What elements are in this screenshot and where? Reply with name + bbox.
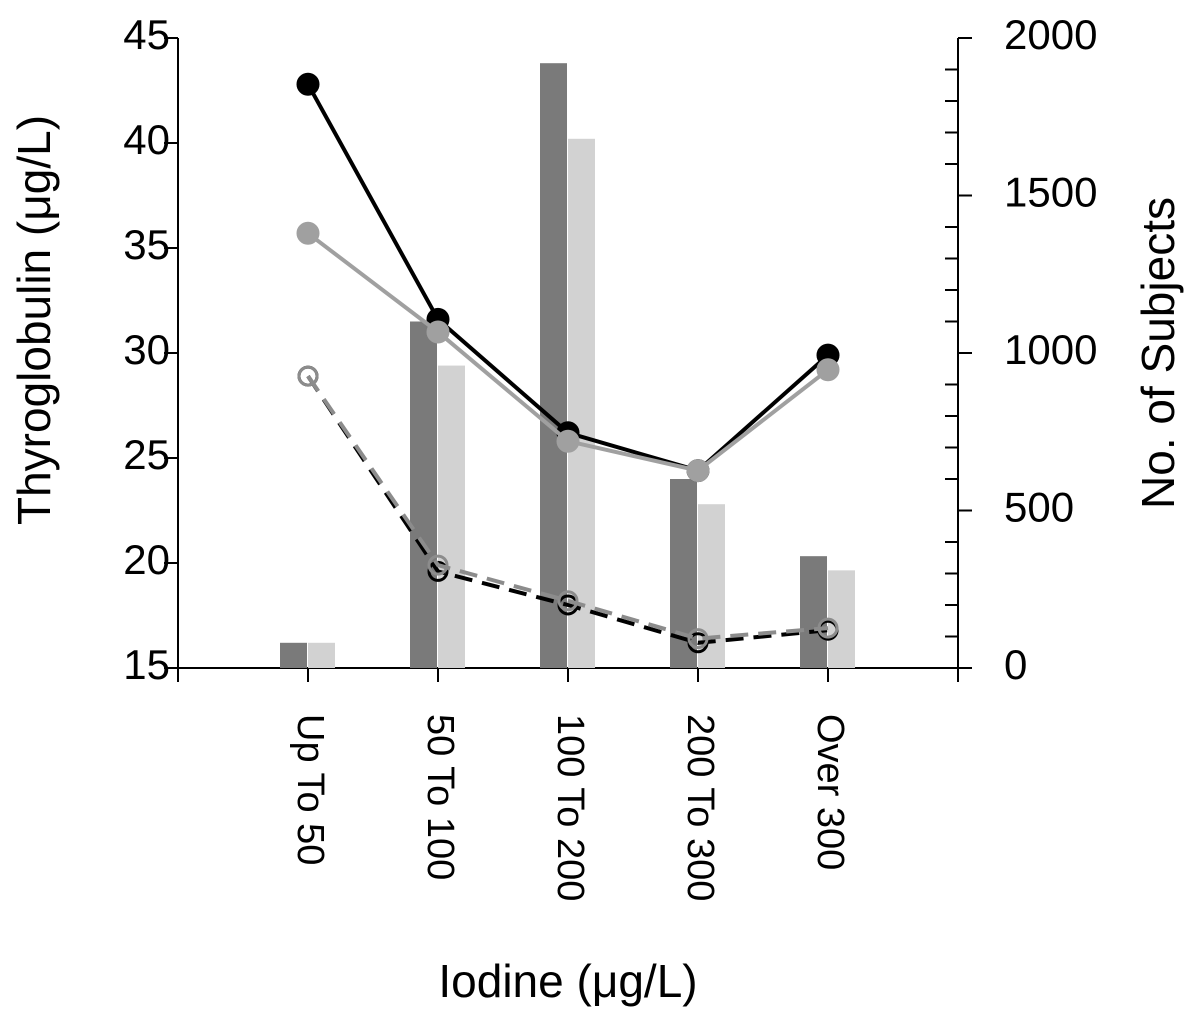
x-tick-label: Up To 50 <box>289 714 331 865</box>
marker <box>296 72 320 96</box>
x-tick-label: 200 To 300 <box>679 714 721 901</box>
marker <box>686 459 710 483</box>
line <box>306 374 829 641</box>
marker <box>687 628 709 650</box>
marker <box>296 221 320 245</box>
y2-tick-label: 1500 <box>1004 169 1097 216</box>
y2-tick-label: 2000 <box>1004 11 1097 58</box>
y-tick-label: 15 <box>123 641 170 688</box>
bar <box>540 63 567 668</box>
y-tick-label: 25 <box>123 431 170 478</box>
marker <box>557 590 579 612</box>
y-tick-label: 35 <box>123 221 170 268</box>
y2-tick-label: 0 <box>1004 641 1027 688</box>
x-tick-label: Over 300 <box>809 714 851 870</box>
marker <box>816 358 840 382</box>
marker <box>817 617 839 639</box>
marker <box>427 554 449 576</box>
y-axis-title: Thyroglobulin (μg/L) <box>8 115 60 525</box>
marker <box>426 320 450 344</box>
x-axis-title: Iodine (μg/L) <box>438 955 697 1007</box>
bar <box>438 365 465 668</box>
x-tick-label: 50 To 100 <box>419 714 461 880</box>
x-tick-label: 100 To 200 <box>549 714 591 901</box>
y-tick-label: 45 <box>123 11 170 58</box>
y2-tick-label: 500 <box>1004 484 1074 531</box>
bar <box>308 642 335 668</box>
y-tick-label: 20 <box>123 536 170 583</box>
marker <box>297 365 319 387</box>
y2-tick-label: 1000 <box>1004 326 1097 373</box>
y-tick-label: 30 <box>123 326 170 373</box>
bar <box>410 321 437 668</box>
y2-axis-title: No. of Subjects <box>1132 197 1184 509</box>
bar <box>800 556 827 668</box>
bar <box>568 138 595 669</box>
bar <box>280 642 307 668</box>
y-tick-label: 40 <box>123 116 170 163</box>
line <box>306 374 829 645</box>
marker <box>556 429 580 453</box>
